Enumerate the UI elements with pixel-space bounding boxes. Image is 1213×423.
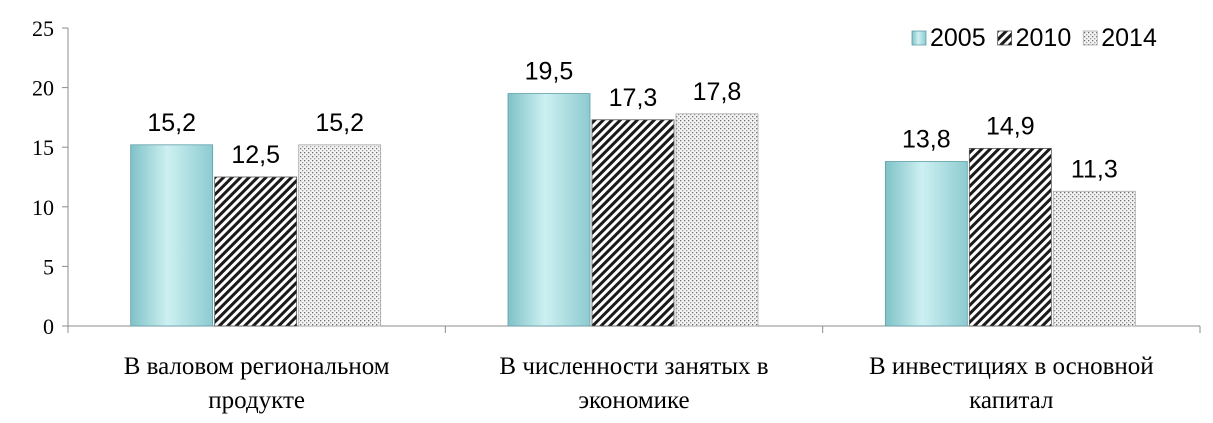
data-label-2014: 11,3: [1071, 155, 1118, 183]
legend-swatch-2010: [997, 30, 1013, 46]
labels: 15,2 12,5 15,2 В валовом региональном продук…: [124, 58, 1154, 414]
category-label: В валовом региональном: [124, 353, 390, 380]
bar-2014: [298, 144, 382, 327]
category-label: продукте: [208, 387, 305, 414]
data-label-2005: 15,2: [147, 109, 196, 137]
data-label-2010: 12,5: [231, 141, 280, 169]
data-label-2014: 15,2: [315, 109, 364, 137]
category-label: В инвестициях в основной: [869, 353, 1154, 380]
bar-2010: [968, 147, 1052, 327]
data-label-2005: 13,8: [902, 126, 951, 154]
bar-2014: [675, 113, 759, 327]
data-label-2014: 17,8: [693, 78, 742, 106]
legend-label-2005: 2005: [930, 24, 986, 52]
legend: 2005 2010 2014: [911, 24, 1157, 52]
bar-2010: [591, 119, 675, 327]
category-label: капитал: [969, 387, 1053, 414]
legend-swatch-2005: [911, 30, 927, 46]
legend-swatch-2014: [1082, 30, 1098, 46]
legend-label-2010: 2010: [1016, 24, 1072, 52]
data-label-2005: 19,5: [525, 58, 574, 86]
legend-label-2014: 2014: [1101, 24, 1157, 52]
y-tick-label: 25: [32, 16, 54, 41]
data-label-2010: 17,3: [609, 84, 658, 112]
y-tick-label: 0: [43, 314, 54, 339]
category-label: экономике: [578, 387, 689, 414]
bar-2014: [1052, 190, 1136, 327]
bars: [130, 93, 1136, 327]
bar-2005: [130, 144, 214, 327]
bar-2005: [507, 93, 591, 327]
bar-2010: [214, 176, 298, 327]
y-tick-label: 15: [32, 135, 54, 160]
y-tick-label: 20: [32, 76, 54, 101]
category-label: В численности занятых в: [499, 353, 768, 380]
bar-2005: [884, 161, 968, 327]
y-tick-label: 10: [32, 195, 54, 220]
y-tick-label: 5: [43, 254, 54, 279]
data-label-2010: 14,9: [986, 112, 1035, 140]
